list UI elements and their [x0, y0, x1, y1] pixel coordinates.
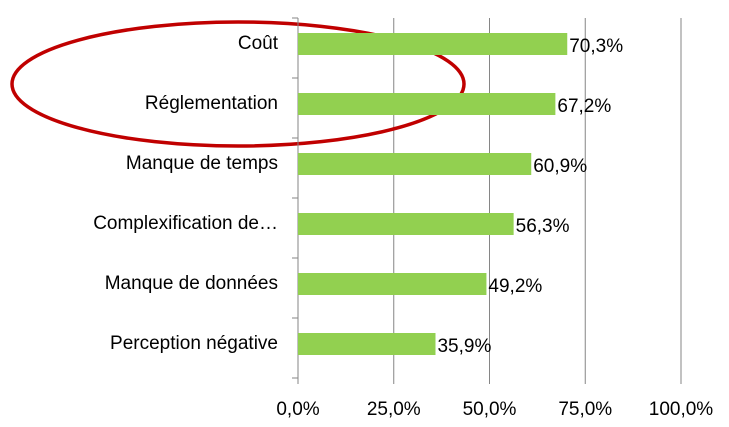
value-label: 67,2%	[557, 96, 611, 117]
bar	[298, 333, 436, 355]
bar	[298, 273, 487, 295]
y-tick-label: Perception négative	[110, 333, 278, 354]
value-label: 35,9%	[437, 336, 491, 357]
value-label: 70,3%	[569, 36, 623, 57]
y-tick-label: Manque de données	[105, 273, 278, 294]
bar	[298, 33, 568, 55]
y-tick-label: Manque de temps	[126, 153, 278, 174]
x-tick-label: 75,0%	[558, 399, 612, 420]
y-tick-label: Complexification de…	[93, 213, 278, 234]
x-tick-label: 25,0%	[367, 399, 421, 420]
x-tick-label: 0,0%	[276, 399, 319, 420]
bar	[298, 93, 556, 115]
highlight-ellipse	[10, 20, 466, 148]
value-label: 60,9%	[533, 156, 587, 177]
x-tick-label: 50,0%	[463, 399, 517, 420]
x-tick-label: 100,0%	[649, 399, 714, 420]
value-label: 56,3%	[516, 216, 570, 237]
y-tick-label: Réglementation	[145, 93, 278, 114]
y-tick-label: Coût	[238, 33, 279, 54]
value-label: 49,2%	[488, 276, 542, 297]
bar	[298, 153, 532, 175]
bar	[298, 213, 514, 235]
